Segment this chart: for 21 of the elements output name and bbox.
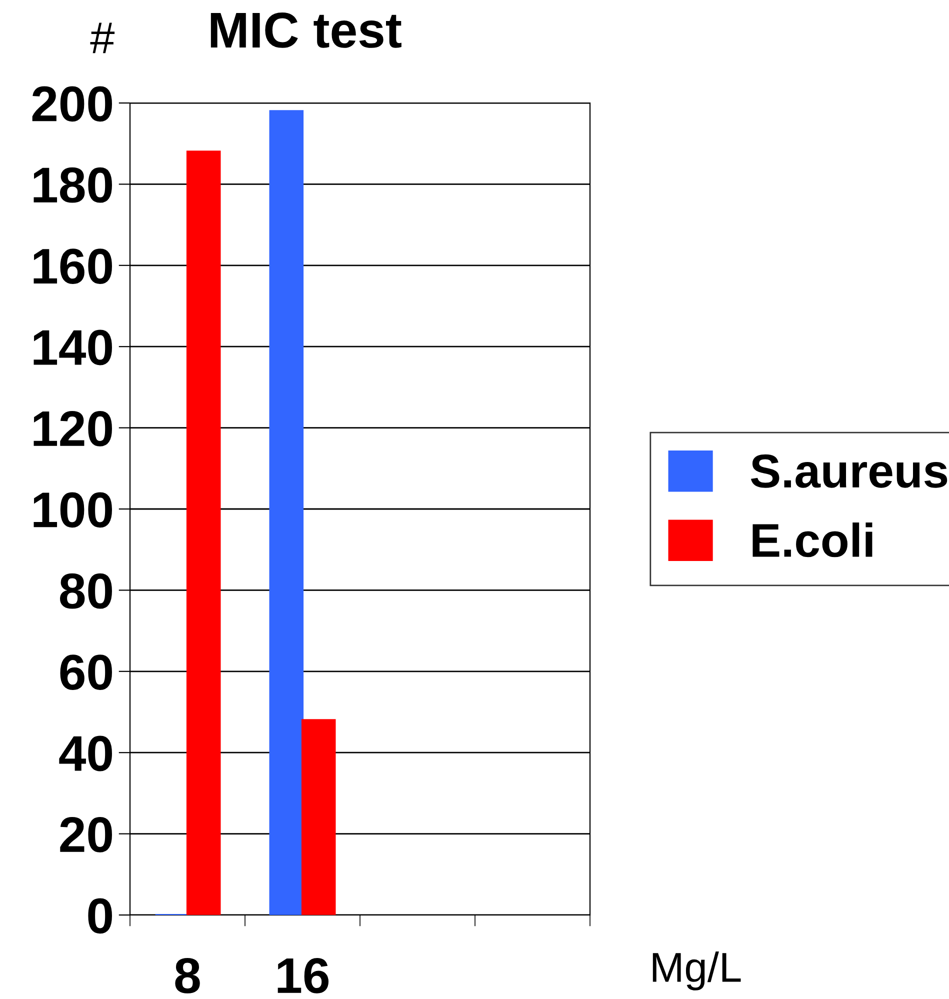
y-tick-label: 0: [88, 898, 112, 934]
bar: [269, 110, 304, 915]
chart-title: MIC test: [210, 12, 402, 48]
x-tick-label: 8: [175, 958, 200, 994]
legend-label: E.coli: [752, 522, 872, 558]
bar: [301, 719, 336, 915]
x-tick-label: 16: [278, 958, 329, 994]
y-tick-label: 200: [32, 86, 112, 122]
legend-label: S.aureus: [750, 454, 948, 488]
y-tick-label: 180: [34, 167, 112, 203]
y-axis-title: #: [90, 22, 115, 54]
bar: [186, 150, 221, 915]
y-tick-label: 60: [60, 654, 112, 690]
y-tick-label: 80: [60, 573, 112, 609]
y-tick-label: 120: [34, 411, 112, 446]
y-tick-label: 20: [60, 817, 112, 852]
x-axis-title: Mg/L: [652, 952, 741, 990]
y-tick-label: 40: [59, 736, 112, 772]
y-tick-label: 160: [34, 248, 112, 284]
y-tick-label: 140: [34, 330, 112, 366]
y-tick-label: 100: [34, 492, 112, 528]
